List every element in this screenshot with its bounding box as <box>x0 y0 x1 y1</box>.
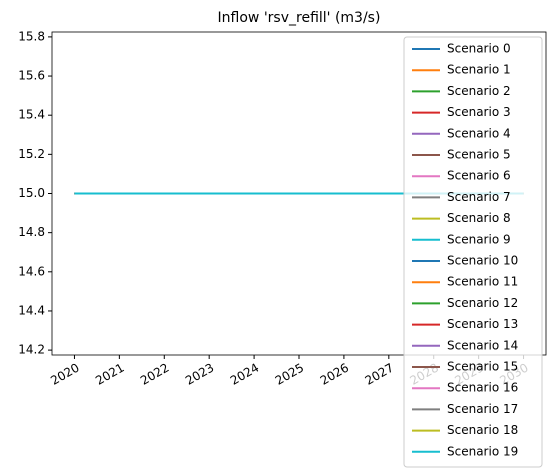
x-tick-label: 2021 <box>93 361 126 388</box>
legend-label: Scenario 17 <box>447 402 518 416</box>
legend-label: Scenario 19 <box>447 444 518 458</box>
legend-label: Scenario 3 <box>447 105 511 119</box>
plot-frame <box>51 31 547 356</box>
y-tick-label: 15.2 <box>18 147 45 161</box>
legend-label: Scenario 13 <box>447 317 518 331</box>
legend-label: Scenario 0 <box>447 42 511 56</box>
legend-label: Scenario 15 <box>447 360 518 374</box>
legend-label: Scenario 1 <box>447 63 511 77</box>
legend-label: Scenario 7 <box>447 190 511 204</box>
legend-label: Scenario 16 <box>447 381 518 395</box>
chart-title: Inflow 'rsv_refill' (m3/s) <box>218 10 381 26</box>
legend-label: Scenario 14 <box>447 338 518 352</box>
y-tick-label: 15.4 <box>18 108 45 122</box>
legend-label: Scenario 10 <box>447 254 518 268</box>
legend-label: Scenario 8 <box>447 211 511 225</box>
legend-label: Scenario 2 <box>447 84 511 98</box>
x-tick-label: 2026 <box>318 361 351 388</box>
x-tick-label: 2025 <box>273 361 306 388</box>
y-tick-label: 14.4 <box>18 303 45 317</box>
x-tick-label: 2022 <box>138 361 171 388</box>
legend-label: Scenario 12 <box>447 296 518 310</box>
x-tick-label: 2027 <box>363 361 396 388</box>
x-tick-label: 2023 <box>183 361 216 388</box>
legend-label: Scenario 11 <box>447 275 518 289</box>
y-tick-label: 14.2 <box>18 343 45 357</box>
y-tick-label: 14.6 <box>18 264 45 278</box>
y-tick-label: 15.0 <box>18 186 45 200</box>
legend-label: Scenario 4 <box>447 126 511 140</box>
y-tick-label: 15.6 <box>18 69 45 83</box>
y-tick-label: 15.8 <box>18 29 45 43</box>
legend-box <box>403 36 543 468</box>
legend: Scenario 0 Scenario 1 Scenario 2 Scenario 3… <box>403 36 543 468</box>
legend-label: Scenario 9 <box>447 232 511 246</box>
x-tick-label: 2024 <box>228 361 261 388</box>
x-tick-label: 2020 <box>48 361 81 388</box>
legend-label: Scenario 18 <box>447 423 518 437</box>
legend-label: Scenario 6 <box>447 169 511 183</box>
legend-label: Scenario 5 <box>447 148 511 162</box>
y-tick-label: 14.8 <box>18 225 45 239</box>
